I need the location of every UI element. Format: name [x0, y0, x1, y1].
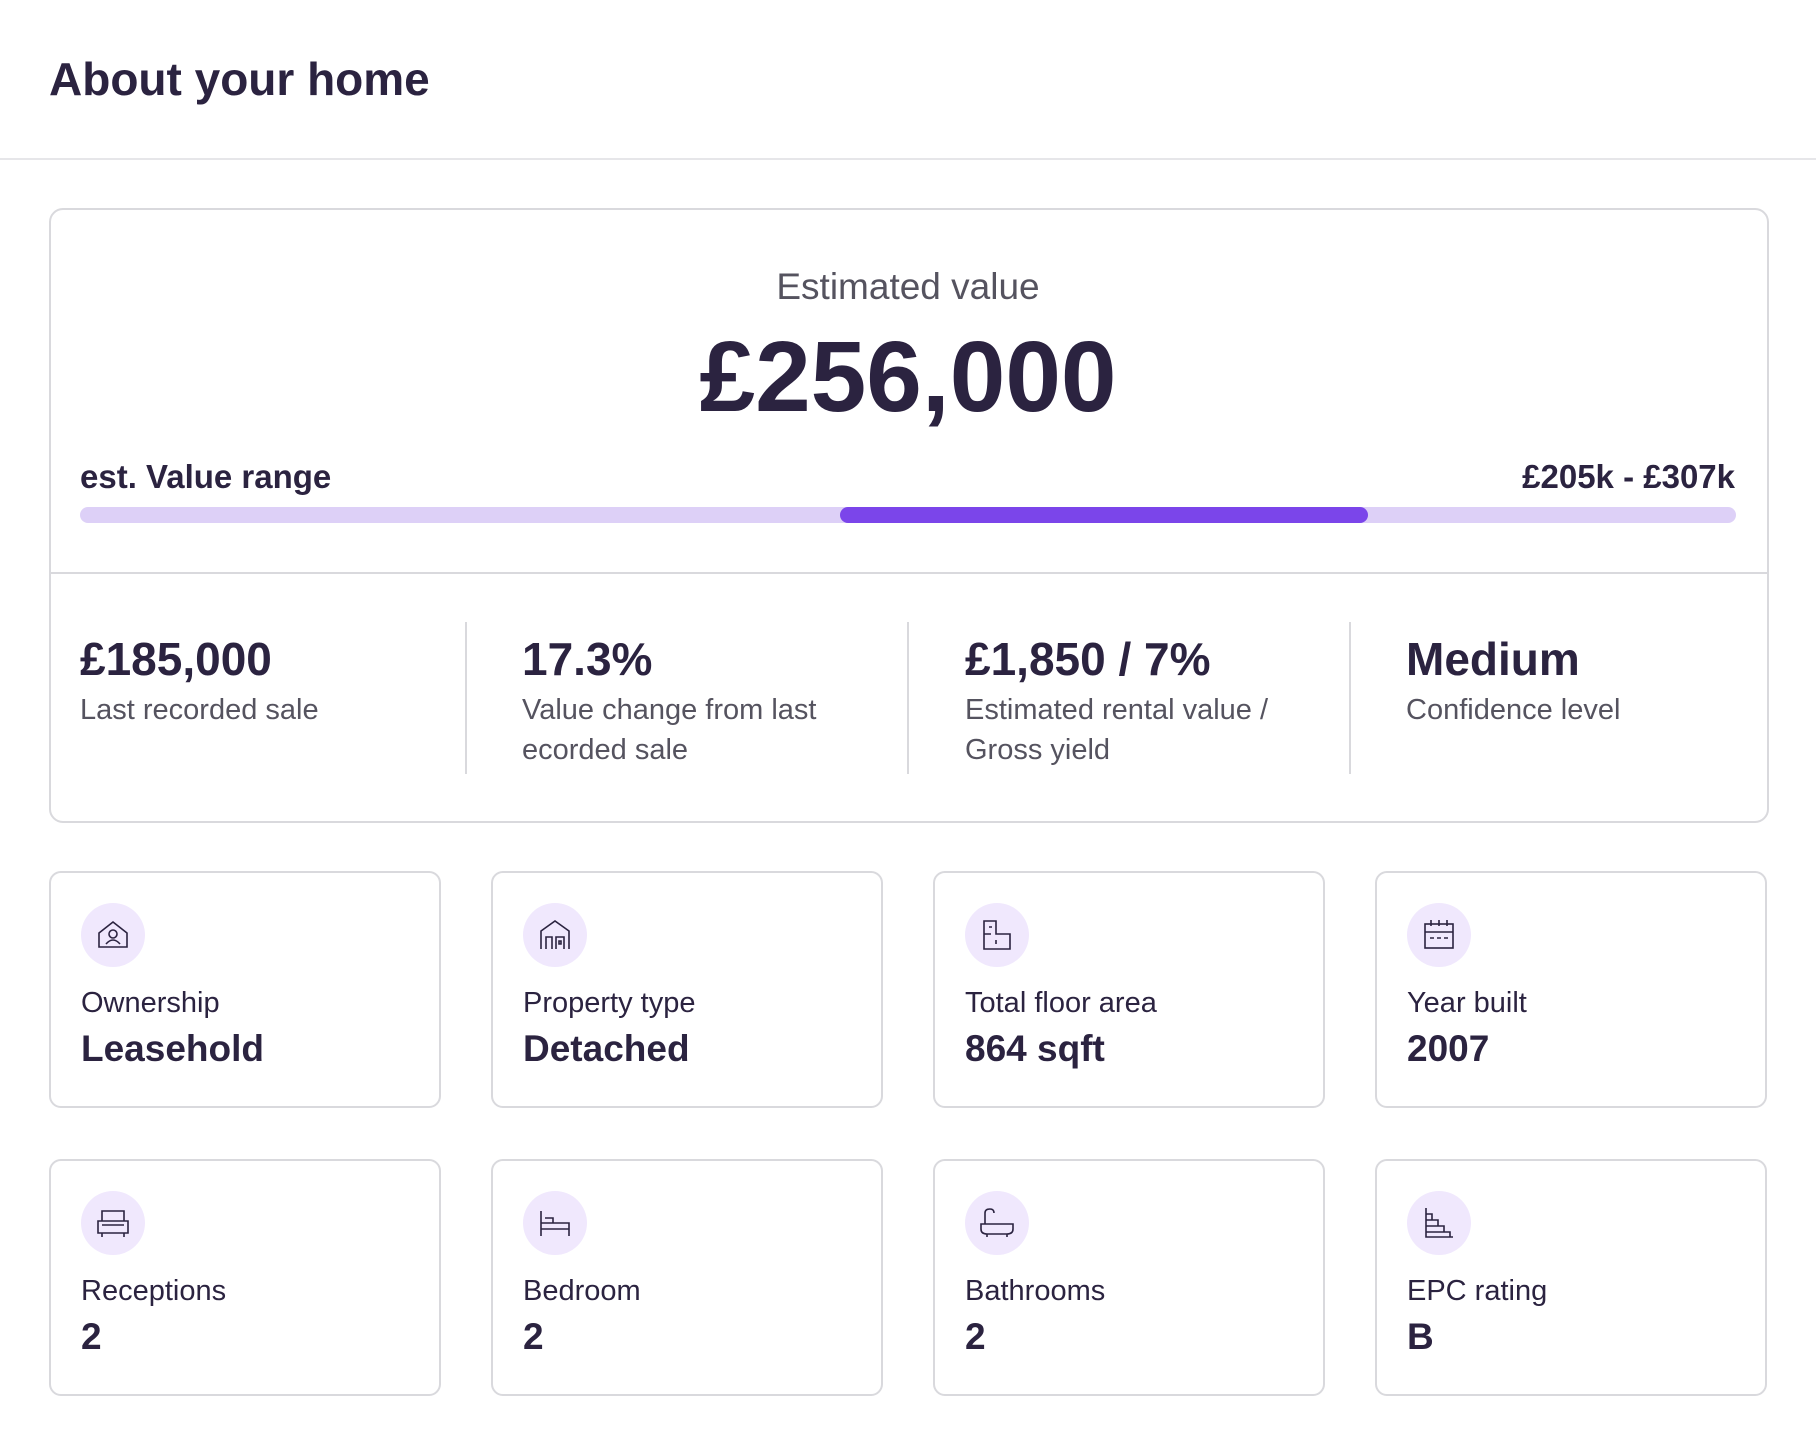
feature-tile: Ownership Leasehold — [49, 871, 441, 1108]
separator — [907, 622, 909, 774]
separator — [1349, 622, 1351, 774]
feature-tile: Year built 2007 — [1375, 871, 1767, 1108]
range-value: £205k - £307k — [1522, 458, 1735, 495]
stat-label: Confidence level — [1406, 694, 1621, 726]
icon — [965, 903, 1029, 967]
stat-label: Last recorded sale — [80, 694, 319, 726]
feature-tile: Bedroom 2 — [491, 1159, 883, 1396]
valuation-card — [49, 208, 1769, 823]
feature-value: Leasehold — [81, 1028, 264, 1069]
card-divider — [49, 572, 1769, 574]
feature-tile: Bathrooms 2 — [933, 1159, 1325, 1396]
divider — [0, 158, 1816, 160]
stat: £185,000 Last recorded sale — [80, 632, 460, 730]
separator — [465, 622, 467, 774]
feature-label: Property type — [523, 987, 696, 1019]
feature-label: Year built — [1407, 987, 1527, 1019]
feature-value: B — [1407, 1316, 1434, 1357]
feature-label: Bathrooms — [965, 1275, 1106, 1307]
feature-value: 2 — [81, 1316, 102, 1357]
icon — [81, 1191, 145, 1255]
icon — [1407, 903, 1471, 967]
feature-value: Detached — [523, 1028, 690, 1069]
range-fill — [840, 507, 1368, 523]
feature-value: 2007 — [1407, 1028, 1490, 1069]
feature-value: 2 — [523, 1316, 544, 1357]
feature-grid: Ownership Leasehold Property type Detached… — [49, 871, 1767, 1396]
feature-tile: Total floor area 864 sqft — [933, 871, 1325, 1108]
feature-label: Ownership — [81, 987, 220, 1019]
feature-label: Total floor area — [965, 987, 1157, 1019]
stat: Medium Confidence level — [1406, 632, 1786, 730]
stat: 17.3% Value change from last ecorded sale — [522, 632, 902, 770]
stat-label: Estimated rental value / Gross yield — [965, 694, 1269, 766]
page-title: About your home — [49, 53, 430, 105]
icon — [81, 903, 145, 967]
feature-value: 864 sqft — [965, 1028, 1105, 1069]
stat: £1,850 / 7% Estimated rental value / Gros… — [965, 632, 1345, 770]
icon — [523, 903, 587, 967]
feature-tile: Property type Detached — [491, 871, 883, 1108]
estimate-value: £256,000 — [699, 321, 1117, 433]
feature-value: 2 — [965, 1316, 986, 1357]
stat-value: £1,850 / 7% — [965, 633, 1211, 685]
feature-label: Bedroom — [523, 1275, 641, 1307]
stat-value: Medium — [1406, 633, 1580, 685]
stat-label: Value change from last ecorded sale — [522, 694, 817, 766]
icon — [1407, 1191, 1471, 1255]
stat-value: 17.3% — [522, 633, 653, 685]
icon — [965, 1191, 1029, 1255]
feature-tile: Receptions 2 — [49, 1159, 441, 1396]
feature-label: EPC rating — [1407, 1275, 1548, 1307]
range-label: est. Value range — [80, 458, 332, 495]
feature-label: Receptions — [81, 1275, 227, 1307]
stat-value: £185,000 — [80, 633, 272, 685]
estimate-label: Estimated value — [776, 266, 1040, 307]
icon — [523, 1191, 587, 1255]
feature-tile: EPC rating B — [1375, 1159, 1767, 1396]
